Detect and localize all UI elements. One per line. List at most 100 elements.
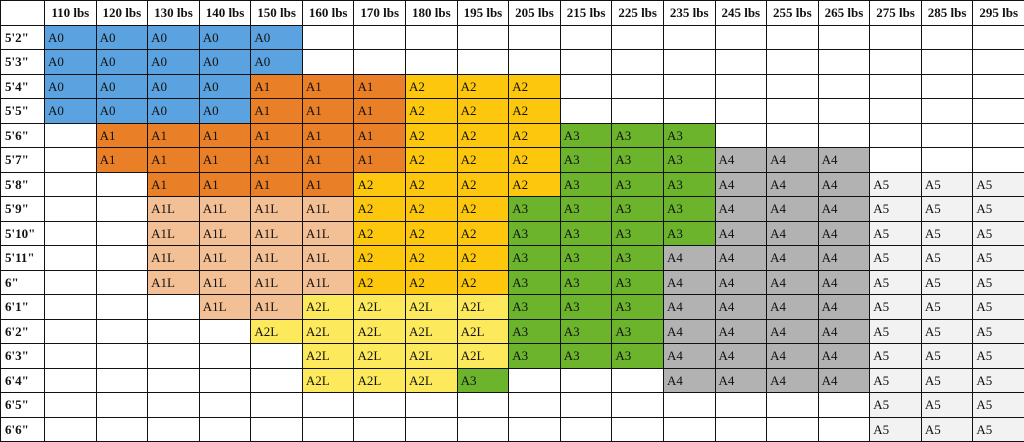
empty-cell [199,393,251,418]
size-cell: A1 [148,123,200,148]
size-cell: A1L [199,295,251,320]
size-cell: A4 [767,197,819,222]
size-cell: A4 [715,221,767,246]
size-cell: A5 [870,221,922,246]
size-cell: A3 [612,344,664,369]
size-cell: A4 [818,295,870,320]
size-cell: A4 [818,319,870,344]
empty-cell [302,417,354,442]
size-cell: A0 [148,99,200,124]
size-cell: A4 [818,246,870,271]
size-cell: A3 [560,246,612,271]
size-cell: A4 [818,172,870,197]
size-cell: A5 [973,270,1024,295]
column-header: 180 lbs [406,1,458,26]
size-cell: A2 [354,270,406,295]
empty-cell [560,368,612,393]
empty-cell [251,368,303,393]
empty-cell [302,50,354,75]
size-cell: A2 [406,99,458,124]
row-label: 6'2" [1,319,45,344]
empty-cell [870,99,922,124]
size-cell: A3 [560,295,612,320]
empty-cell [870,148,922,173]
size-cell: A1L [251,197,303,222]
empty-cell [406,50,458,75]
size-cell: A4 [818,368,870,393]
size-cell: A0 [45,50,97,75]
size-cell: A0 [45,74,97,99]
empty-cell [148,295,200,320]
size-cell: A5 [973,295,1024,320]
empty-cell [96,197,148,222]
size-cell: A4 [818,197,870,222]
size-cell: A3 [663,197,715,222]
empty-cell [818,393,870,418]
empty-cell [406,417,458,442]
size-cell: A4 [715,368,767,393]
size-cell: A5 [921,319,973,344]
empty-cell [612,25,664,50]
size-cell: A4 [767,319,819,344]
corner-cell [1,1,45,26]
size-cell: A1L [199,221,251,246]
size-cell: A5 [973,319,1024,344]
size-cell: A2 [354,197,406,222]
size-cell: A2 [406,246,458,271]
size-cell: A4 [767,295,819,320]
size-cell: A2L [251,319,303,344]
size-cell: A4 [715,197,767,222]
size-cell: A2L [302,344,354,369]
size-cell: A2L [354,344,406,369]
empty-cell [148,368,200,393]
size-cell: A1 [354,123,406,148]
empty-cell [457,25,509,50]
empty-cell [560,393,612,418]
empty-cell [199,368,251,393]
empty-cell [870,123,922,148]
empty-cell [509,25,561,50]
empty-cell [251,417,303,442]
size-cell: A5 [870,393,922,418]
empty-cell [612,74,664,99]
row-label: 6'4" [1,368,45,393]
size-cell: A1 [199,123,251,148]
empty-cell [354,50,406,75]
size-cell: A3 [612,221,664,246]
size-cell: A1 [148,172,200,197]
size-cell: A0 [199,74,251,99]
empty-cell [767,393,819,418]
empty-cell [148,344,200,369]
size-cell: A1 [251,148,303,173]
row-label: 5'11" [1,246,45,271]
size-cell: A4 [767,368,819,393]
empty-cell [663,393,715,418]
size-cell: A0 [148,50,200,75]
size-cell: A4 [715,246,767,271]
column-header: 285 lbs [921,1,973,26]
size-cell: A4 [767,148,819,173]
size-cell: A3 [612,197,664,222]
empty-cell [354,417,406,442]
size-cell: A3 [509,319,561,344]
size-cell: A5 [921,221,973,246]
empty-cell [45,148,97,173]
size-cell: A5 [870,344,922,369]
size-cell: A2L [406,344,458,369]
size-cell: A3 [663,123,715,148]
size-cell: A4 [715,172,767,197]
size-cell: A2L [406,368,458,393]
empty-cell [663,74,715,99]
size-cell: A4 [715,148,767,173]
column-header: 170 lbs [354,1,406,26]
empty-cell [818,417,870,442]
empty-cell [870,50,922,75]
empty-cell [96,295,148,320]
